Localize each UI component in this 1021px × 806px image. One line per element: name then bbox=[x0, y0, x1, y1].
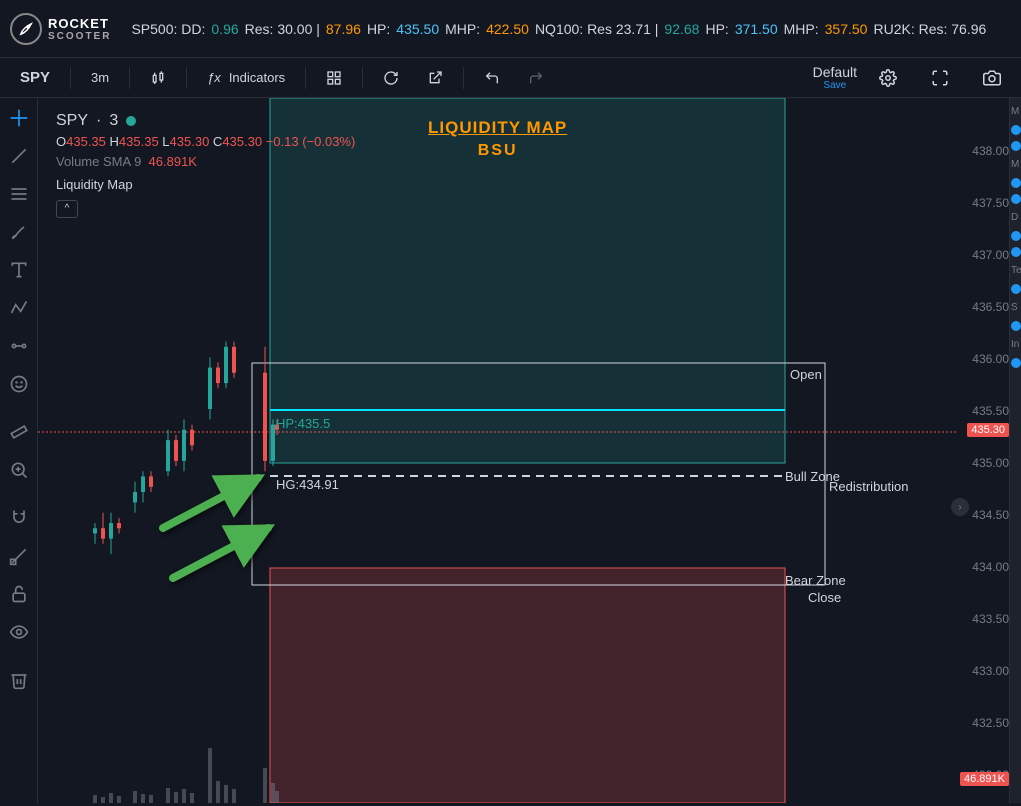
right-panel-section-label: Te bbox=[1011, 265, 1020, 276]
price-axis-label: 435.50 bbox=[961, 404, 1009, 418]
lock-tool-icon[interactable] bbox=[9, 584, 29, 604]
price-axis-label: 432.50 bbox=[961, 716, 1009, 730]
fib-tool-icon[interactable] bbox=[9, 184, 29, 204]
right-panel-dot[interactable] bbox=[1011, 231, 1021, 241]
emoji-tool-icon[interactable] bbox=[9, 374, 29, 394]
redistribution-label: Redistribution bbox=[829, 479, 909, 494]
ruler-tool-icon[interactable] bbox=[9, 422, 29, 442]
collapse-info-button[interactable]: ^ bbox=[56, 200, 78, 218]
market-status-dot bbox=[126, 116, 136, 126]
right-panel-section-label: M bbox=[1011, 106, 1020, 117]
settings-button[interactable] bbox=[867, 63, 909, 93]
open-label: Open bbox=[790, 367, 822, 382]
right-panel-section-label: S bbox=[1011, 302, 1020, 313]
layout-name[interactable]: Default Save bbox=[813, 64, 857, 91]
trendline-tool-icon[interactable] bbox=[9, 146, 29, 166]
price-axis-label: 433.50 bbox=[961, 612, 1009, 626]
zoom-tool-icon[interactable] bbox=[9, 460, 29, 480]
crosshair-tool-icon[interactable] bbox=[9, 108, 29, 128]
popout-button[interactable] bbox=[415, 64, 455, 92]
interval-select[interactable]: 3m bbox=[79, 64, 121, 91]
price-axis[interactable]: 438.00 437.50 437.00 436.50 436.00 435.50 435.… bbox=[961, 98, 1009, 803]
price-axis-label: 438.00 bbox=[961, 144, 1009, 158]
candle-type-button[interactable] bbox=[138, 64, 178, 92]
price-axis-label: 434.00 bbox=[961, 560, 1009, 574]
bear-zone-label: Bear Zone bbox=[785, 573, 846, 588]
refresh-button[interactable] bbox=[371, 64, 411, 92]
liquidity-map-indicator-label[interactable]: Liquidity Map bbox=[56, 175, 355, 196]
chart-toolbar: SPY 3m ƒxIndicators Default Save bbox=[0, 58, 1021, 98]
close-label: Close bbox=[808, 590, 841, 605]
symbol-select[interactable]: SPY bbox=[8, 63, 62, 92]
right-panel-dot[interactable] bbox=[1011, 194, 1021, 204]
price-axis-label: 436.00 bbox=[961, 352, 1009, 366]
right-sidebar: M M D Te S In bbox=[1009, 98, 1021, 803]
brush-tool-icon[interactable] bbox=[9, 222, 29, 242]
right-panel-dot[interactable] bbox=[1011, 358, 1021, 368]
indicators-button[interactable]: ƒxIndicators bbox=[195, 64, 297, 91]
price-badge: 435.30 bbox=[967, 423, 1009, 437]
right-panel-dot[interactable] bbox=[1011, 321, 1021, 331]
header-bar: ROCKET SCOOTER SP500: DD: 0.96 Res: 30.0… bbox=[0, 0, 1021, 58]
brand-logo: ROCKET SCOOTER bbox=[10, 13, 111, 45]
brand-sub: SCOOTER bbox=[48, 31, 111, 42]
price-axis-label: 436.50 bbox=[961, 300, 1009, 314]
lock-draw-tool-icon[interactable] bbox=[9, 546, 29, 566]
right-panel-section-label: In bbox=[1011, 339, 1020, 350]
right-panel-dot[interactable] bbox=[1011, 284, 1021, 294]
chart-info-overlay: SPY · 3 O435.35 H435.35 L435.30 C435.30 … bbox=[56, 108, 355, 218]
trash-tool-icon[interactable] bbox=[9, 670, 29, 690]
right-panel-dot[interactable] bbox=[1011, 125, 1021, 135]
pattern-tool-icon[interactable] bbox=[9, 298, 29, 318]
price-axis-label: 434.50 bbox=[961, 508, 1009, 522]
ticker-feed: SP500: DD: 0.96 Res: 30.00 | 87.96 HP: 4… bbox=[131, 21, 986, 37]
fullscreen-button[interactable] bbox=[919, 63, 961, 93]
right-panel-section-label: D bbox=[1011, 212, 1020, 223]
chart-symbol[interactable]: SPY bbox=[56, 108, 88, 134]
hp-label: HP:435.5 bbox=[276, 416, 330, 431]
eye-tool-icon[interactable] bbox=[9, 622, 29, 642]
price-axis-label: 437.00 bbox=[961, 248, 1009, 262]
liquidity-map-title: LIQUIDITY MAP BSU bbox=[428, 118, 567, 160]
snapshot-button[interactable] bbox=[971, 63, 1013, 93]
chart-interval: 3 bbox=[109, 108, 118, 134]
rocket-icon bbox=[10, 13, 42, 45]
right-panel-dot[interactable] bbox=[1011, 141, 1021, 151]
price-axis-label: 433.00 bbox=[961, 664, 1009, 678]
text-tool-icon[interactable] bbox=[9, 260, 29, 280]
brand-name: ROCKET bbox=[48, 16, 111, 31]
forecast-tool-icon[interactable] bbox=[9, 336, 29, 356]
layout-grid-button[interactable] bbox=[314, 64, 354, 92]
price-axis-label: 435.00 bbox=[961, 456, 1009, 470]
chart-canvas[interactable]: LIQUIDITY MAP BSU SPY · 3 O435.35 H435.3… bbox=[38, 98, 961, 803]
right-panel-section-label: M bbox=[1011, 159, 1020, 170]
right-panel-dot[interactable] bbox=[1011, 178, 1021, 188]
drawing-tools-sidebar bbox=[0, 98, 38, 803]
hg-label: HG:434.91 bbox=[276, 477, 339, 492]
volume-badge: 46.891K bbox=[960, 772, 1009, 786]
undo-button[interactable] bbox=[472, 64, 512, 92]
right-panel-dot[interactable] bbox=[1011, 247, 1021, 257]
redo-button[interactable] bbox=[516, 64, 556, 92]
price-axis-label: 437.50 bbox=[961, 196, 1009, 210]
magnet-tool-icon[interactable] bbox=[9, 508, 29, 528]
